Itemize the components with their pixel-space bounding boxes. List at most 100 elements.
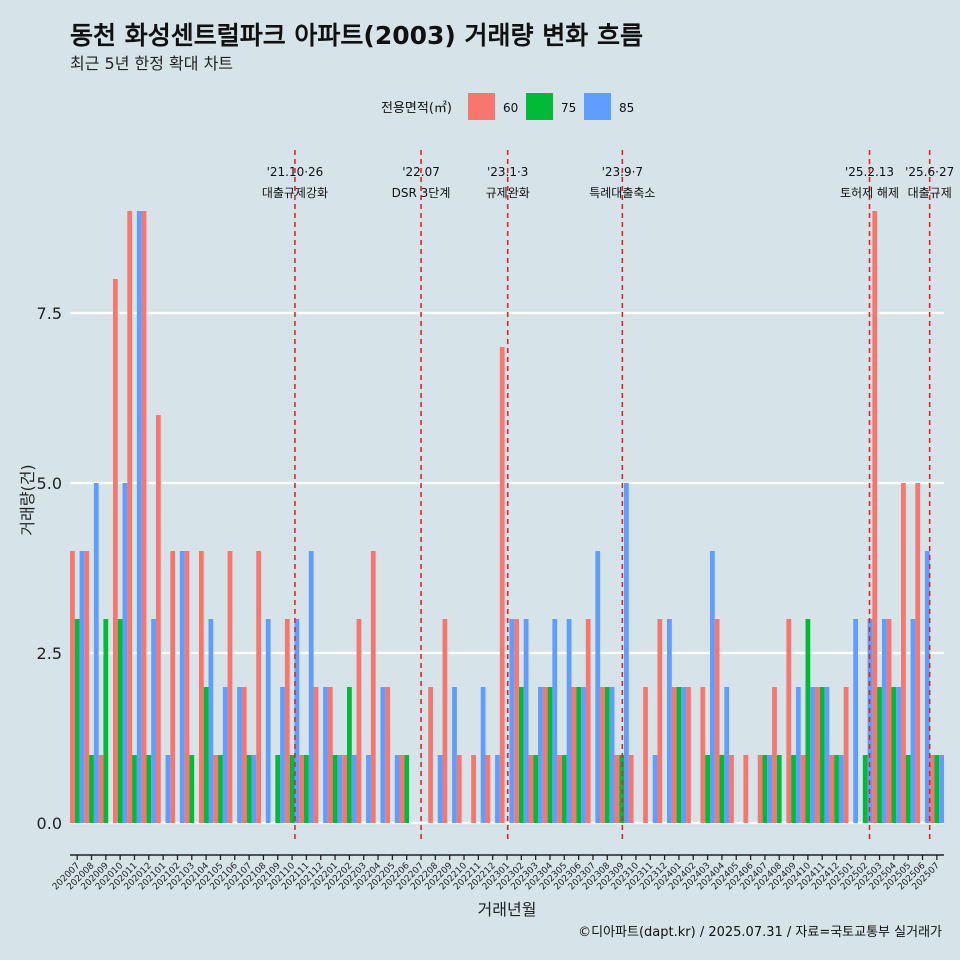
bar-75-202107 (246, 755, 252, 823)
bar-60-202311 (643, 687, 648, 823)
chart-subtitle: 최근 5년 한정 확대 차트 (70, 54, 233, 73)
bar-60-202406 (743, 755, 749, 823)
bar-85-202506 (924, 551, 930, 823)
legend-title: 전용면적(㎡) (381, 101, 452, 116)
bar-60-202301 (499, 347, 505, 823)
bar-60-202505 (901, 483, 906, 823)
y-tick-label: 0.0 (37, 814, 62, 833)
bar-60-202007 (70, 551, 75, 823)
bar-60-202411 (815, 687, 820, 823)
event-text-label: 토허제 해제 (840, 186, 899, 200)
bar-75-202103 (189, 755, 195, 823)
bar-60-202101 (155, 415, 161, 823)
bar-75-202302 (518, 687, 524, 823)
bar-60-202112 (313, 687, 319, 823)
bar-60-202405 (729, 755, 734, 823)
bar-85-202303 (538, 687, 543, 823)
bar-60-202210 (456, 755, 462, 823)
event-date-label: '25.2.13 (845, 165, 894, 179)
bar-60-202410 (800, 755, 806, 823)
bar-75-202502 (862, 755, 868, 823)
event-text-label: 특례대출축소 (589, 186, 655, 200)
y-axis: 0.0 2.5 5.0 7.5 (37, 304, 62, 833)
bar-60-202412 (829, 755, 835, 823)
bar-85-202409 (795, 687, 801, 823)
bar-60-202008 (84, 551, 90, 823)
bar-85-202304 (552, 619, 558, 823)
bar-60-202312 (657, 619, 663, 823)
bar-60-202012 (141, 211, 147, 823)
bar-85-202104 (208, 619, 214, 823)
bar-85-202401 (681, 687, 687, 823)
bar-60-202306 (571, 687, 577, 823)
bar-75-202206 (404, 755, 410, 823)
bar-75-202201 (332, 755, 338, 823)
bar-85-202101 (165, 755, 171, 823)
y-tick-label: 7.5 (37, 304, 62, 323)
bar-75-202409 (791, 755, 796, 823)
event-date-label: '25.6·27 (905, 165, 954, 179)
caption: ©디아파트(dapt.kr) / 2025.07.31 / 자료=국토교통부 실… (578, 925, 942, 940)
bar-85-202501 (853, 619, 859, 823)
bar-85-202505 (910, 619, 916, 823)
bar-85-202306 (581, 687, 586, 823)
bar-60-202010 (112, 279, 118, 823)
legend-swatch-60 (468, 93, 495, 120)
bar-85-202312 (666, 619, 672, 823)
bar-85-202212 (495, 755, 500, 823)
bar-75-202110 (289, 755, 295, 823)
bar-60-202308 (600, 687, 605, 823)
bar-75-202012 (146, 755, 152, 823)
bar-75-202304 (547, 687, 553, 823)
bar-60-202204 (370, 551, 376, 823)
bar-85-202205 (394, 755, 400, 823)
bar-75-202109 (275, 755, 281, 823)
bar-60-202205 (385, 687, 390, 823)
bar-85-202403 (709, 551, 715, 823)
bar-60-202307 (585, 619, 591, 823)
bar-60-202303 (528, 755, 534, 823)
bar-60-202506 (915, 483, 921, 823)
bar-85-202302 (523, 619, 529, 823)
bar-75-202306 (576, 687, 582, 823)
x-axis-title: 거래년월 (478, 900, 537, 919)
bar-60-202504 (886, 619, 892, 823)
bar-85-202112 (323, 687, 328, 823)
bar-85-202008 (93, 483, 99, 823)
bar-85-202010 (122, 483, 128, 823)
bar-60-202105 (213, 755, 219, 823)
bar-85-202007 (79, 551, 85, 823)
bar-75-202011 (132, 755, 137, 823)
bar-60-202103 (184, 551, 190, 823)
bar-85-202211 (480, 687, 486, 823)
event-date-label: '23.9·7 (602, 165, 643, 179)
bar-85-202110 (294, 619, 300, 823)
bar-60-202212 (485, 755, 491, 823)
bar-75-202007 (74, 619, 80, 823)
bar-85-202507 (939, 755, 944, 823)
bar-60-202203 (356, 619, 362, 823)
bar-85-202410 (810, 687, 816, 823)
bar-60-202201 (327, 687, 333, 823)
legend-label-75: 75 (561, 101, 576, 115)
bar-60-202404 (714, 619, 720, 823)
bar-75-202410 (805, 619, 811, 823)
bar-85-202411 (824, 687, 830, 823)
event-text-label: DSR 3단계 (392, 186, 451, 200)
legend-label-85: 85 (619, 101, 634, 115)
bar-60-202408 (772, 687, 777, 823)
bar-75-202008 (89, 755, 94, 823)
bar-75-202401 (676, 687, 682, 823)
bar-60-202110 (284, 619, 290, 823)
bar-75-202507 (934, 755, 940, 823)
bar-60-202208 (428, 687, 433, 823)
x-axis: 2020072020082020092020102020112020122021… (51, 854, 944, 892)
bar-75-202105 (218, 755, 223, 823)
bar-60-202304 (542, 687, 548, 823)
bar-85-202111 (308, 551, 314, 823)
chart-title: 동천 화성센트럴파크 아파트(2003) 거래량 변화 흐름 (70, 21, 643, 50)
bar-85-202106 (237, 687, 242, 823)
bar-60-202401 (671, 687, 677, 823)
bar-60-202407 (757, 755, 763, 823)
